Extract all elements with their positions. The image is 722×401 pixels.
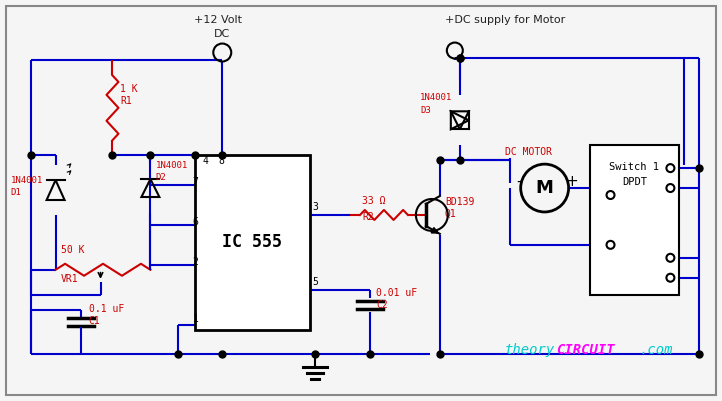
Text: 3: 3 [312,202,318,212]
Text: +DC supply for Motor: +DC supply for Motor [445,14,565,24]
Text: 1N4001: 1N4001 [155,161,188,170]
Text: -: - [516,174,521,189]
Text: 4: 4 [202,156,208,166]
Text: C1: C1 [89,316,100,326]
Text: 2: 2 [193,257,199,267]
Text: R1: R1 [121,96,132,106]
Text: Q1: Q1 [445,209,456,219]
Text: 33 Ω: 33 Ω [362,196,386,206]
Text: BD139: BD139 [445,197,474,207]
Text: 1N4001: 1N4001 [420,93,452,102]
Text: Switch 1: Switch 1 [609,162,659,172]
Text: DPDT: DPDT [622,177,647,187]
Text: M: M [536,179,554,197]
FancyBboxPatch shape [196,155,310,330]
FancyBboxPatch shape [590,145,679,295]
Text: R2: R2 [362,212,374,222]
Text: CIRCUIT: CIRCUIT [556,344,614,357]
Text: VR1: VR1 [61,274,78,284]
Text: 50 K: 50 K [61,245,84,255]
Text: IC 555: IC 555 [222,233,282,251]
Text: 1: 1 [193,314,199,324]
Text: 5: 5 [312,277,318,287]
Text: theory: theory [505,344,554,357]
Text: +: + [565,174,578,189]
Text: 0.01 uF: 0.01 uF [376,288,417,298]
Text: D1: D1 [11,188,22,197]
Text: D3: D3 [420,106,430,115]
Text: 1 K: 1 K [121,84,138,94]
Text: 8: 8 [218,156,224,166]
Text: DC: DC [214,28,230,38]
Text: 0.1 uF: 0.1 uF [89,304,123,314]
Text: C2: C2 [376,300,388,310]
Text: D2: D2 [155,173,166,182]
Text: 6: 6 [193,217,199,227]
Text: +12 Volt: +12 Volt [194,14,243,24]
Text: .com: .com [640,344,673,357]
Text: 1N4001: 1N4001 [11,176,43,185]
Text: DC MOTOR: DC MOTOR [505,147,552,157]
Text: 7: 7 [193,177,199,187]
